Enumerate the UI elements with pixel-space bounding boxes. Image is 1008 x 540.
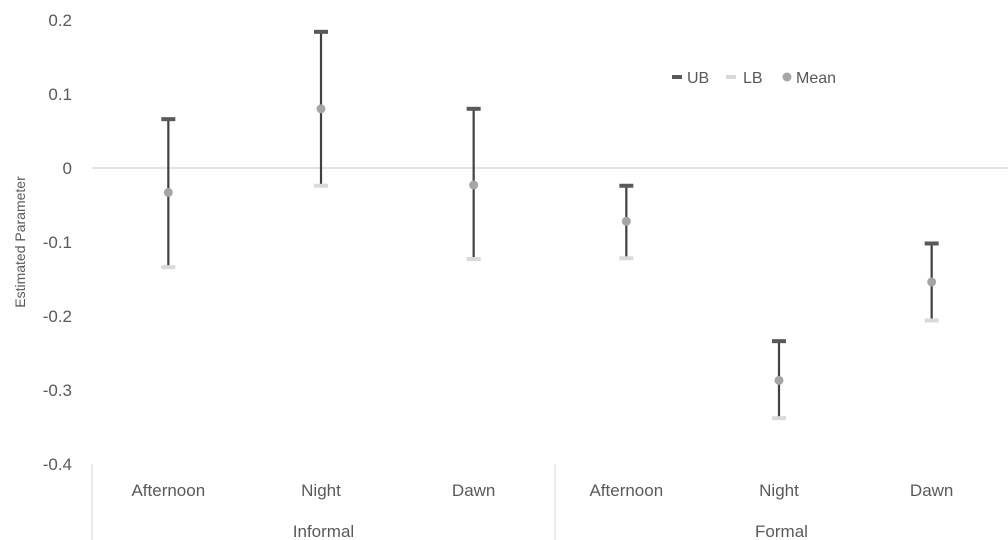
y-tick-label: -0.2 <box>43 307 72 326</box>
y-tick-label: 0.2 <box>48 11 72 30</box>
y-tick-label: -0.4 <box>43 455 72 474</box>
group-label: Formal <box>755 522 808 540</box>
legend-label: LB <box>743 70 763 87</box>
legend-label: Mean <box>796 70 836 87</box>
mean-point <box>469 180 479 190</box>
legend-label: UB <box>687 70 709 87</box>
mean-point <box>621 216 631 226</box>
category-label: Night <box>301 481 341 500</box>
y-tick-label: -0.3 <box>43 381 72 400</box>
y-tick-label: -0.1 <box>43 233 72 252</box>
y-tick-label: 0.1 <box>48 85 72 104</box>
category-label: Dawn <box>452 481 495 500</box>
category-label: Dawn <box>910 481 953 500</box>
mean-point <box>927 277 937 287</box>
mean-point <box>774 375 784 385</box>
group-label: Informal <box>293 522 354 540</box>
category-label: Afternoon <box>589 481 663 500</box>
legend-swatch <box>782 72 792 82</box>
mean-point <box>316 104 326 114</box>
y-tick-label: 0 <box>63 159 72 178</box>
y-axis-title: Estimated Parameter <box>12 176 28 308</box>
category-label: Afternoon <box>131 481 205 500</box>
category-label: Night <box>759 481 799 500</box>
mean-point <box>163 187 173 197</box>
